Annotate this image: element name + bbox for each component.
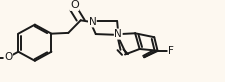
Text: O: O [4, 52, 12, 62]
Text: N: N [114, 29, 122, 39]
Text: F: F [168, 46, 174, 56]
Text: O: O [70, 0, 79, 10]
Text: N: N [88, 17, 96, 27]
